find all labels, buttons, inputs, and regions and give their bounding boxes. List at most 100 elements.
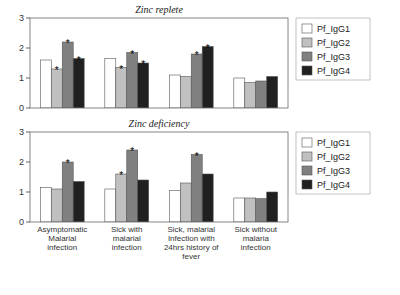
y-tick — [26, 108, 30, 109]
legend-frame — [296, 132, 370, 194]
x-tick-label-line: Infection with — [168, 234, 215, 243]
legend-swatch — [302, 52, 312, 61]
bar — [127, 150, 138, 222]
x-tick-label-line: Sick, malarial — [167, 225, 215, 234]
chart-root: Zinc replete0123********Pf_IgG1Pf_IgG2Pf… — [0, 0, 400, 295]
annotation: * — [206, 43, 210, 54]
y-tick — [26, 18, 30, 19]
legend-label: Pf_IgG2 — [317, 38, 350, 48]
y-tick-label: 1 — [19, 73, 24, 83]
x-tick-label: Sick, malarialInfection with24hrs histor… — [164, 225, 219, 261]
legend-swatch — [302, 24, 312, 33]
bar — [40, 60, 51, 108]
x-tick-label-line: fever — [182, 252, 200, 261]
bar — [191, 155, 202, 223]
annotation: * — [66, 38, 70, 49]
panel: Zinc replete0123********Pf_IgG1Pf_IgG2Pf… — [19, 4, 370, 113]
x-tick-label: Sick withoutmalariainfection — [234, 225, 277, 252]
bar — [234, 198, 245, 222]
x-tick-label-line: malaria — [243, 234, 270, 243]
legend-label: Pf_IgG1 — [317, 24, 350, 34]
bar — [256, 81, 267, 108]
legend-swatch — [302, 166, 312, 175]
x-tick-label: Sick withmalarialinfection — [111, 225, 143, 252]
bar — [138, 180, 149, 222]
y-tick-label: 1 — [19, 187, 24, 197]
bar — [202, 47, 213, 109]
y-tick — [26, 48, 30, 49]
annotation: * — [130, 49, 134, 60]
legend: Pf_IgG1 Pf_IgG2 Pf_IgG3 Pf_IgG4 — [296, 132, 370, 194]
bar — [105, 189, 116, 222]
annotation: * — [66, 158, 70, 169]
legend-swatch — [302, 152, 312, 161]
plot-frame — [30, 18, 288, 108]
bar — [116, 174, 127, 222]
bar — [40, 188, 51, 223]
x-tick-label-line: 24hrs history of — [164, 243, 219, 252]
y-tick — [26, 222, 30, 223]
bar — [169, 191, 180, 223]
legend-swatch — [302, 66, 312, 75]
y-tick — [26, 162, 30, 163]
y-tick-label: 2 — [19, 157, 24, 167]
title: Zinc replete — [135, 4, 183, 15]
y-tick — [26, 132, 30, 133]
bar — [202, 174, 213, 222]
bar — [180, 183, 191, 222]
bar — [245, 83, 256, 109]
plot-frame — [30, 132, 288, 222]
annotation: * — [195, 151, 199, 162]
x-tick-label-line: Sick with — [111, 225, 143, 234]
bar — [73, 59, 84, 109]
legend-label: Pf_IgG3 — [317, 52, 350, 62]
x-tick-label-line: Asymptomatic — [37, 225, 87, 234]
annotation: * — [130, 146, 134, 157]
annotation: * — [55, 65, 59, 76]
legend-label: Pf_IgG4 — [317, 180, 350, 190]
legend-label: Pf_IgG4 — [317, 66, 350, 76]
x-tick-label: AsymptomaticMalarialinfection — [37, 225, 87, 252]
x-tick-label-line: Sick without — [234, 225, 277, 234]
x-tick-label-line: malarial — [113, 234, 141, 243]
bars — [40, 42, 277, 108]
panel: Zinc deficiency 0 1 2 3 * * * * AsymptomaticMalar… — [19, 118, 370, 261]
bar — [51, 189, 62, 222]
y-tick — [26, 78, 30, 79]
legend-label: Pf_IgG3 — [317, 166, 350, 176]
bar — [62, 42, 73, 108]
bar — [169, 75, 180, 108]
bar — [191, 54, 202, 108]
legend-label: Pf_IgG1 — [317, 138, 350, 148]
legend-swatch — [302, 138, 312, 147]
bar — [245, 198, 256, 222]
bar — [267, 77, 278, 109]
legend-label: Pf_IgG2 — [317, 152, 350, 162]
y-tick-label: 0 — [19, 217, 24, 227]
annotation: * — [77, 55, 81, 66]
legend-swatch — [302, 180, 312, 189]
legend-frame — [296, 18, 370, 80]
y-tick-label: 3 — [19, 13, 24, 23]
bar — [127, 53, 138, 109]
x-tick-label-line: Malarial — [48, 234, 76, 243]
legend-swatch — [302, 38, 312, 47]
x-tick-label-line: infection — [112, 243, 142, 252]
annotation: * — [119, 64, 123, 75]
bar — [256, 199, 267, 222]
bar — [73, 182, 84, 223]
annotation: * — [119, 170, 123, 181]
y-tick — [26, 192, 30, 193]
bar — [180, 77, 191, 109]
annotation: * — [141, 59, 145, 70]
bar — [234, 78, 245, 108]
bar — [105, 59, 116, 109]
y-tick-label: 3 — [19, 127, 24, 137]
bars — [40, 150, 277, 222]
x-tick-label-line: infection — [241, 243, 271, 252]
y-tick-label: 2 — [19, 43, 24, 53]
x-tick-label-line: infection — [47, 243, 77, 252]
bar — [267, 192, 278, 222]
bar — [62, 162, 73, 222]
title: Zinc deficiency — [129, 118, 190, 129]
